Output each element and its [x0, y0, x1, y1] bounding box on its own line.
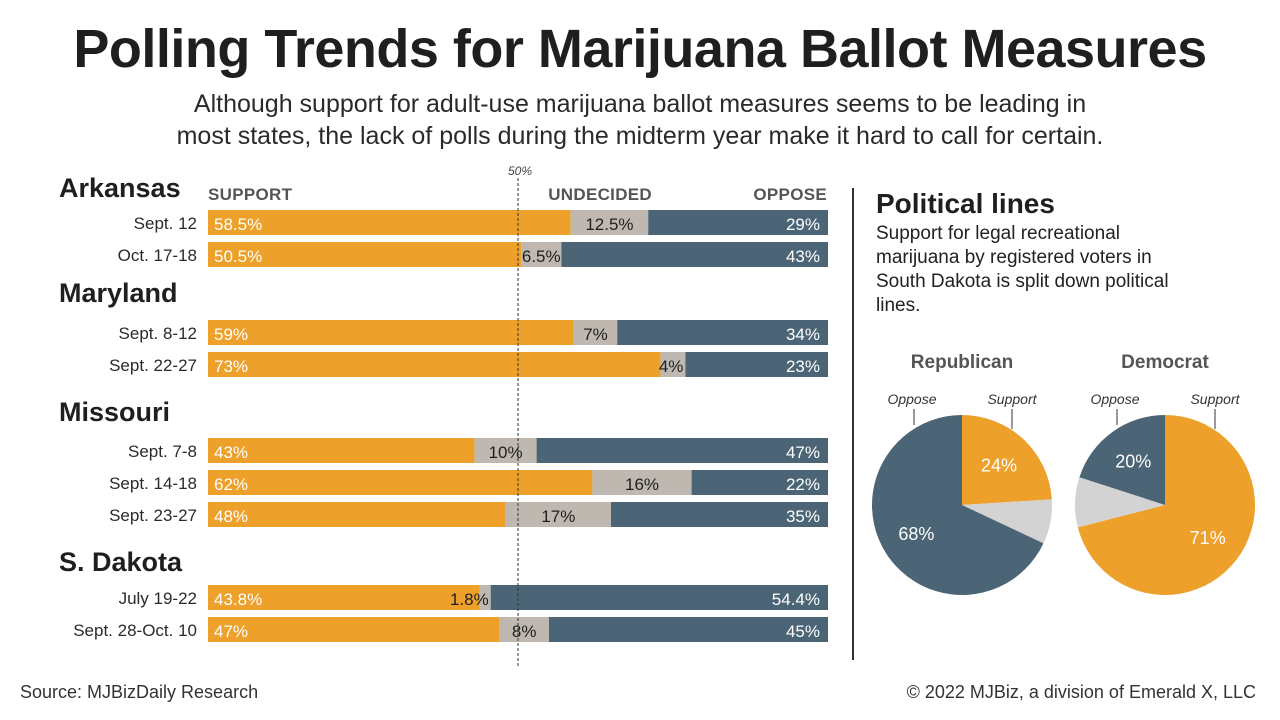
bar-oppose: [490, 585, 828, 610]
poll-date-label: Oct. 17-18: [118, 246, 197, 265]
pie-slice-support: [1077, 415, 1256, 595]
support-value-label: 73%: [214, 357, 248, 376]
political-lines-title: Political lines: [876, 188, 1055, 219]
bar-support: [208, 502, 506, 527]
pie-value-label: 24%: [981, 456, 1017, 476]
panel-divider: [852, 188, 854, 660]
pie-value-label: 20%: [1115, 451, 1151, 471]
poll-date-label: Sept. 14-18: [109, 474, 197, 493]
bar-support: [208, 585, 480, 610]
bar-undecided: [592, 470, 692, 495]
bar-support: [208, 438, 475, 463]
bar-undecided: [505, 502, 611, 527]
bar-support: [208, 320, 574, 345]
bar-undecided: [499, 617, 549, 642]
undecided-value-label: 12.5%: [585, 215, 633, 234]
oppose-value-label: 47%: [786, 443, 820, 462]
pie-charts: Republican Oppose Support 24% 68% Democrat Opp…: [871, 352, 1256, 595]
support-value-label: 58.5%: [214, 215, 262, 234]
pie-support-caption: Support: [1190, 391, 1240, 407]
bar-support: [208, 210, 571, 235]
poll-date-label: Sept. 28-Oct. 10: [73, 621, 197, 640]
subtitle-line-2: most states, the lack of polls during th…: [176, 122, 1104, 150]
oppose-value-label: 45%: [786, 622, 820, 641]
copyright-note: © 2022 MJBiz, a division of Emerald X, L…: [906, 682, 1256, 702]
bar-support: [208, 617, 500, 642]
bar-support: [208, 470, 593, 495]
pie-slice-oppose: [1079, 415, 1165, 505]
pie-slice-undecided: [1074, 477, 1165, 528]
oppose-value-label: 22%: [786, 475, 820, 494]
stacked-bar-chart: SUPPORT UNDECIDED OPPOSE Arkansas Sept. 12 58…: [59, 164, 828, 668]
col-header-oppose: OPPOSE: [753, 185, 827, 204]
bar-undecided: [474, 438, 537, 463]
source-note: Source: MJBizDaily Research: [20, 682, 259, 702]
undecided-value-label: 6.5%: [522, 247, 561, 266]
support-value-label: 59%: [214, 325, 248, 344]
undecided-value-label: 1.8%: [450, 590, 489, 609]
pie-oppose-caption: Oppose: [1090, 391, 1139, 407]
bar-oppose: [536, 438, 828, 463]
pie-oppose-caption: Oppose: [887, 391, 936, 407]
fifty-percent-label: 50%: [508, 164, 532, 178]
oppose-value-label: 35%: [786, 507, 820, 526]
pie-value-label: 71%: [1190, 528, 1226, 548]
bar-oppose: [648, 210, 828, 235]
pie-value-label: 68%: [898, 524, 934, 544]
bar-support: [208, 352, 661, 377]
political-lines-description: Support for legal recreational marijuana…: [876, 223, 1169, 316]
bar-oppose: [691, 470, 828, 495]
pie-slice-undecided: [962, 499, 1052, 544]
undecided-value-label: 10%: [489, 443, 523, 462]
poll-date-label: Sept. 7-8: [128, 442, 197, 461]
pie-title: Republican: [911, 352, 1013, 373]
support-value-label: 62%: [214, 475, 248, 494]
support-value-label: 43%: [214, 443, 248, 462]
subtitle-line-1: Although support for adult-use marijuana…: [193, 90, 1087, 118]
oppose-value-label: 23%: [786, 357, 820, 376]
bar-oppose: [685, 352, 828, 377]
bar-support: [208, 242, 522, 267]
col-header-undecided: UNDECIDED: [548, 185, 652, 204]
col-header-support: SUPPORT: [208, 185, 293, 204]
bar-undecided: [479, 585, 491, 610]
chart-title: Polling Trends for Marijuana Ballot Meas…: [73, 19, 1207, 79]
bar-oppose: [617, 320, 828, 345]
bar-undecided: [573, 320, 618, 345]
bar-undecided: [521, 242, 562, 267]
state-label: Maryland: [59, 278, 178, 308]
bar-oppose: [561, 242, 828, 267]
support-value-label: 50.5%: [214, 247, 262, 266]
undecided-value-label: 17%: [541, 507, 575, 526]
undecided-value-label: 7%: [583, 325, 608, 344]
poll-date-label: Sept. 12: [134, 214, 197, 233]
bar-oppose: [611, 502, 828, 527]
pie-slice-support: [962, 415, 1052, 505]
bar-oppose: [549, 617, 828, 642]
oppose-value-label: 29%: [786, 215, 820, 234]
state-label: Missouri: [59, 397, 170, 427]
undecided-value-label: 8%: [512, 622, 537, 641]
oppose-value-label: 54.4%: [772, 590, 820, 609]
state-label: Arkansas: [59, 173, 181, 203]
support-value-label: 47%: [214, 622, 248, 641]
chart-subtitle: Although support for adult-use marijuana…: [40, 88, 1240, 152]
oppose-value-label: 34%: [786, 325, 820, 344]
poll-date-label: Sept. 22-27: [109, 356, 197, 375]
pie-support-caption: Support: [987, 391, 1037, 407]
support-value-label: 48%: [214, 507, 248, 526]
pie-slice-oppose: [871, 415, 1044, 595]
bar-undecided: [660, 352, 686, 377]
oppose-value-label: 43%: [786, 247, 820, 266]
bar-undecided: [570, 210, 649, 235]
pie-title: Democrat: [1121, 352, 1209, 373]
state-label: S. Dakota: [59, 547, 183, 577]
undecided-value-label: 4%: [659, 357, 684, 376]
support-value-label: 43.8%: [214, 590, 262, 609]
poll-date-label: Sept. 23-27: [109, 506, 197, 525]
poll-date-label: July 19-22: [119, 589, 197, 608]
poll-date-label: Sept. 8-12: [119, 324, 197, 343]
undecided-value-label: 16%: [625, 475, 659, 494]
